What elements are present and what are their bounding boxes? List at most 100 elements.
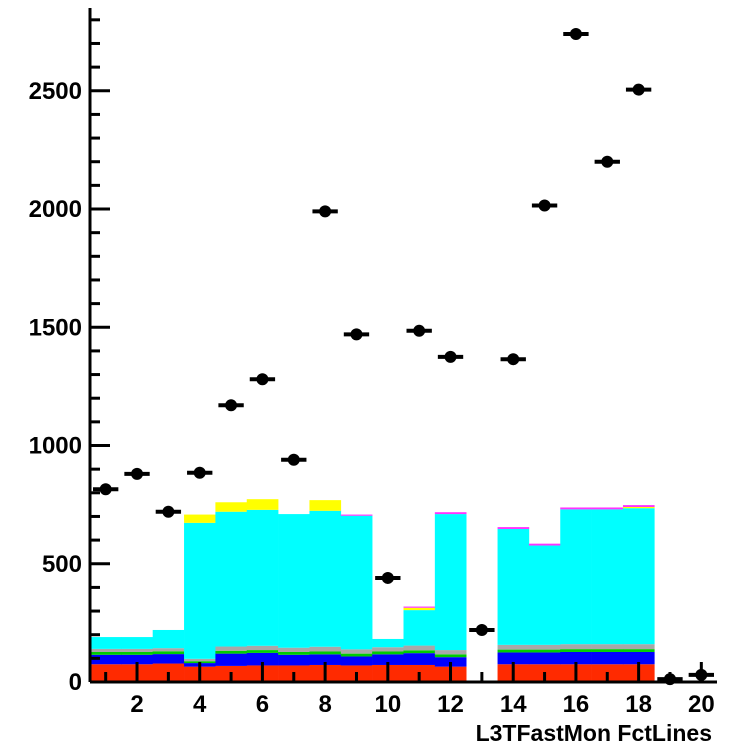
data-point [343, 328, 370, 341]
bar-segment-4 [278, 647, 310, 652]
bar-segment-4 [309, 646, 342, 652]
data-point [155, 505, 182, 518]
bar-segment-6 [622, 506, 655, 509]
x-tick-label: 18 [625, 691, 652, 718]
data-point [375, 571, 401, 584]
data-point [657, 673, 683, 686]
bar-segment-7 [622, 505, 655, 507]
bar-segment-5 [340, 515, 373, 650]
y-tick-label: 0 [69, 669, 82, 696]
point-marker [193, 466, 206, 479]
bar-segment-7 [434, 512, 467, 515]
data-point [249, 373, 276, 386]
bar-segment-2 [121, 654, 153, 665]
data-point [281, 453, 307, 466]
bar-segment-5 [184, 522, 216, 659]
bar-segment-3 [497, 649, 530, 653]
point-marker [287, 453, 300, 466]
bar-segment-5 [434, 514, 467, 651]
bar-segment-5 [560, 509, 592, 645]
bar-segment-7 [403, 606, 436, 608]
bar-segment-3 [403, 650, 436, 654]
x-tick-label: 6 [256, 691, 269, 718]
bar-segment-2 [591, 651, 624, 665]
bar-segment-3 [152, 651, 185, 655]
bar-segment-3 [560, 649, 592, 652]
bar-segment-3 [90, 651, 122, 655]
bar-segment-2 [560, 651, 592, 665]
bar-segment-6 [403, 607, 436, 611]
bar-segment-4 [121, 648, 153, 652]
data-point [594, 155, 620, 168]
bar-segment-4 [90, 648, 122, 652]
data-point [187, 466, 213, 479]
bar-segment-4 [434, 650, 467, 655]
point-marker [663, 673, 676, 686]
bar-segment-5 [403, 610, 436, 646]
bar-segment-3 [372, 651, 404, 655]
data-points [93, 28, 714, 686]
bar-segment-4 [215, 646, 248, 651]
bar-segment-5 [309, 510, 342, 647]
bar-segment-2 [403, 653, 436, 665]
y-axis: 0 500 1000 1500 2000 2500 [29, 18, 110, 696]
bar-segment-4 [560, 644, 592, 650]
y-tick-label: 1000 [29, 433, 82, 460]
bar-segment-6 [215, 502, 248, 512]
bar-segment-2 [309, 654, 342, 665]
data-point [406, 324, 432, 337]
bar-segment-2 [622, 651, 655, 665]
bar-segment-7 [340, 514, 373, 516]
bar-segment-4 [622, 644, 655, 650]
bar-segment-4 [591, 644, 624, 650]
point-marker [632, 83, 645, 96]
bar-segment-4 [372, 647, 404, 652]
bar-segment-5 [622, 508, 655, 645]
data-point [563, 28, 589, 41]
x-tick-label: 10 [374, 691, 401, 718]
bar-segment-2 [434, 657, 467, 667]
point-marker [444, 350, 457, 363]
bar-segment-3 [622, 649, 655, 652]
data-point [531, 199, 558, 212]
bar-segment-4 [403, 645, 436, 651]
data-point [469, 623, 495, 636]
point-marker [381, 571, 394, 584]
data-point [312, 205, 338, 218]
bar-segment-2 [215, 653, 248, 666]
bar-segment-2 [497, 652, 530, 665]
bar-segment-5 [90, 637, 122, 649]
bar-segment-5 [215, 511, 248, 647]
data-point [625, 83, 652, 96]
bar-segment-7 [591, 507, 624, 510]
x-axis: 2 4 6 8 10 12 14 16 18 20 [104, 662, 715, 718]
data-point [93, 483, 119, 496]
x-tick-label: 12 [437, 691, 464, 718]
bar-segment-4 [528, 644, 561, 650]
bar-segment-5 [152, 629, 185, 649]
bar-segment-4 [246, 645, 279, 651]
bar-segment-3 [340, 653, 373, 657]
point-marker [99, 483, 112, 496]
bar-segment-4 [340, 649, 373, 654]
y-tick-label: 1500 [29, 314, 82, 341]
bar-segment-3 [434, 654, 467, 658]
point-marker [131, 467, 144, 480]
x-tick-label: 2 [130, 691, 143, 718]
point-marker [256, 373, 269, 386]
bar-segment-3 [215, 650, 248, 654]
plot-frame [88, 8, 717, 684]
point-marker [695, 668, 708, 681]
bar-segment-6 [184, 514, 216, 523]
y-tick-label: 500 [42, 551, 82, 578]
point-marker [507, 353, 520, 366]
bar-segment-5 [372, 638, 404, 648]
bar-segment-5 [246, 509, 279, 646]
bar-segment-3 [246, 650, 279, 653]
point-marker [601, 155, 614, 168]
bar-segment-2 [528, 652, 561, 665]
bar-segment-2 [152, 654, 185, 664]
bar-segment-4 [152, 648, 185, 652]
point-marker [475, 623, 488, 636]
bar-segment-2 [340, 656, 373, 666]
